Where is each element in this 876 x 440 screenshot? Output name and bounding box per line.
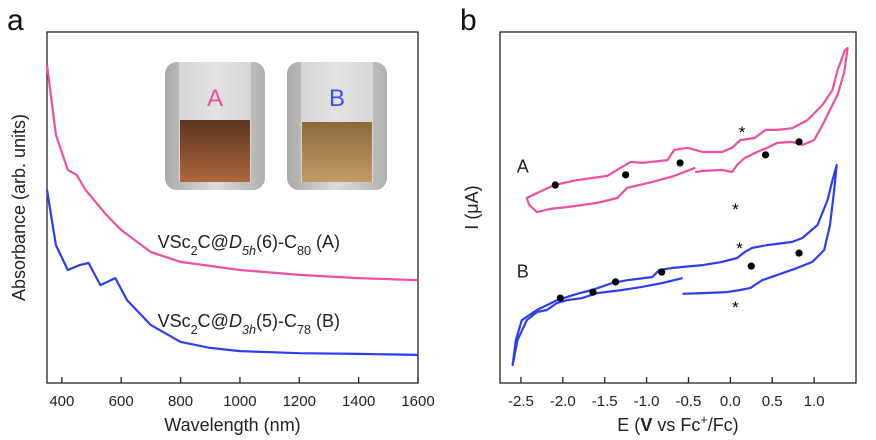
x-tick-label: 0.0: [720, 393, 741, 410]
y-axis-label: I (μA): [462, 185, 482, 229]
marker-dot: [795, 250, 802, 257]
x-tick-label: 400: [49, 393, 74, 410]
label-part: C@: [198, 311, 229, 331]
x-tick-label: -1.5: [592, 393, 618, 410]
label-part: E (: [617, 415, 640, 435]
marker-dot: [795, 138, 802, 145]
label-part: D: [229, 311, 242, 331]
annotation: *: [732, 200, 739, 219]
label-part: (B): [311, 311, 340, 331]
marker-dot: [622, 171, 629, 178]
x-tick-label: -2.0: [550, 393, 576, 410]
y-axis-label: Absorbance (arb. units): [9, 114, 29, 301]
label-part: /Fc): [708, 415, 739, 435]
x-tick-label: 0.5: [762, 393, 783, 410]
x-axis-label: E (V vs Fc+/Fc): [617, 413, 738, 435]
inset-photo-a: [165, 62, 265, 190]
marker-dot: [589, 288, 596, 295]
marker-dot: [748, 263, 755, 270]
label-part: (6)-C: [256, 232, 297, 252]
label-part: 3h: [242, 323, 256, 337]
x-tick-label: 600: [109, 393, 134, 410]
data-line: [513, 165, 837, 365]
label-part: 5h: [242, 244, 256, 258]
figure: a 400 600 800 1000 1200 1400 1600 Wavelength (nm…: [0, 0, 876, 440]
annotation: *: [732, 298, 739, 317]
marker-dot: [762, 151, 769, 158]
inset-label: B: [329, 85, 345, 112]
label-part: 80: [297, 244, 311, 258]
series-label: B: [517, 262, 529, 282]
x-tick-label: 1.0: [804, 393, 825, 410]
label-part: +: [700, 413, 707, 427]
x-axis-label: Wavelength (nm): [164, 415, 300, 435]
label-part: 2: [191, 323, 198, 337]
annotation: *: [736, 239, 743, 258]
marker-dot: [552, 181, 559, 188]
panel-label: a: [7, 4, 24, 37]
label-part: 2: [191, 244, 198, 258]
series-label: VSc2C@D3h(5)-C78 (B): [158, 311, 340, 337]
label-part: (5)-C: [256, 311, 297, 331]
label-part: VSc: [158, 311, 191, 331]
data-line: [527, 48, 848, 212]
label-part: D: [229, 232, 242, 252]
label-part: C@: [198, 232, 229, 252]
marker-dot: [557, 294, 564, 301]
label-part: VSc: [158, 232, 191, 252]
x-tick-label: 1000: [223, 393, 256, 410]
inset-photo-b: [287, 62, 387, 190]
panel-label: b: [460, 4, 477, 37]
x-tick-label: -2.5: [508, 393, 534, 410]
x-tick-label: 1600: [401, 393, 434, 410]
label-part: (A): [311, 232, 340, 252]
x-tick-label: 1400: [342, 393, 375, 410]
inset-label: A: [207, 85, 223, 112]
x-tick-label: 800: [168, 393, 193, 410]
marker-dot: [658, 268, 665, 275]
series-label: VSc2C@D5h(6)-C80 (A): [158, 232, 340, 258]
marker-dot: [612, 278, 619, 285]
label-part: A: [517, 156, 529, 176]
series-label: A: [517, 156, 529, 176]
label-part: B: [517, 262, 529, 282]
label-part: vs Fc: [652, 415, 700, 435]
marker-dot: [676, 159, 683, 166]
x-tick-label: 1200: [283, 393, 316, 410]
x-tick-label: -1.0: [634, 393, 660, 410]
annotation: *: [739, 123, 746, 142]
label-part: V: [640, 415, 652, 435]
label-part: 78: [297, 323, 311, 337]
x-tick-label: -0.5: [676, 393, 702, 410]
